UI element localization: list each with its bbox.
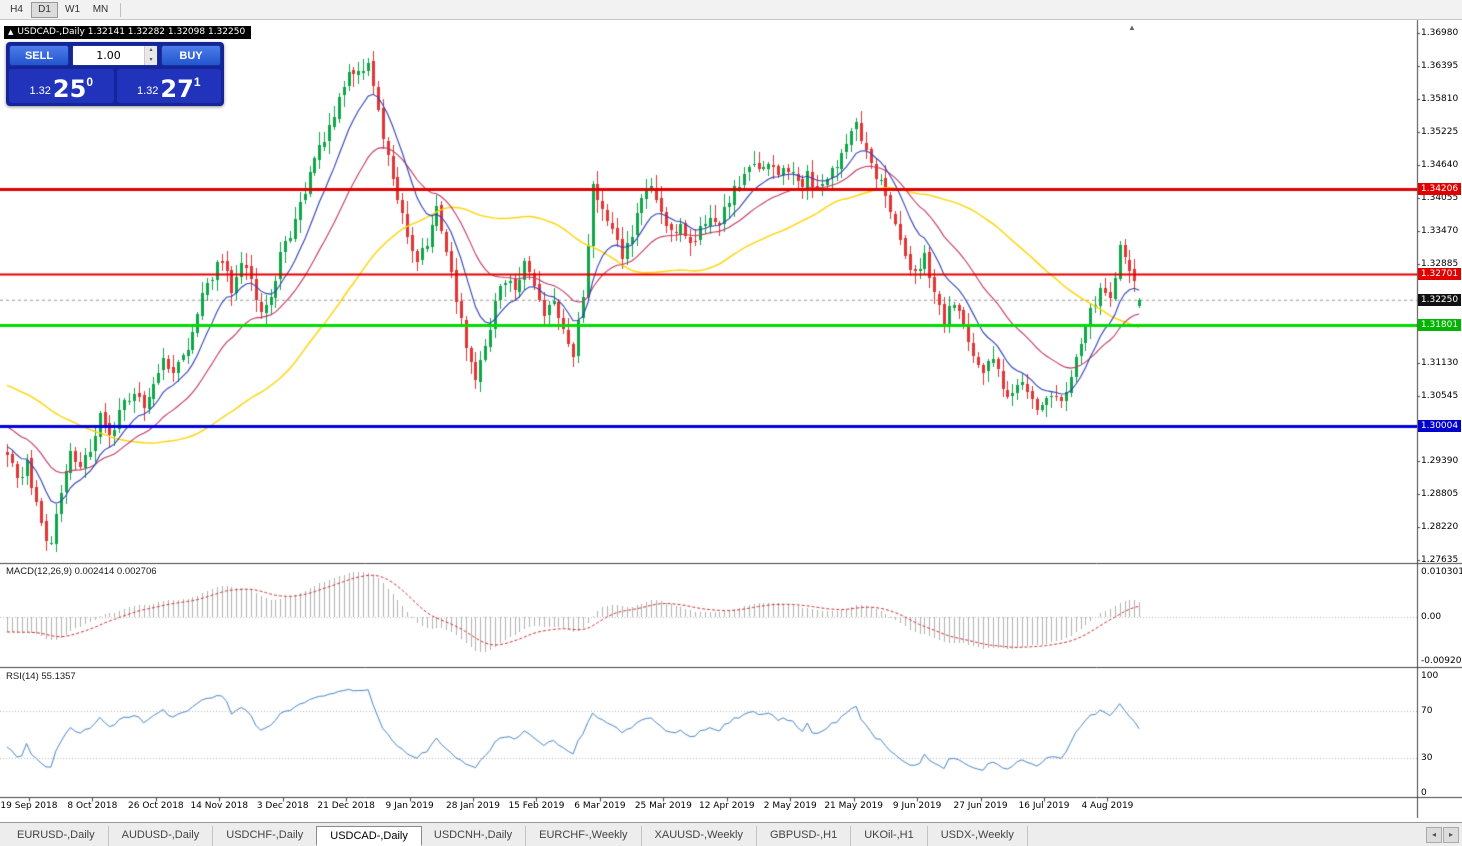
price-axis-label: 1.35810 [1421, 93, 1459, 104]
current-price-badge: 1.32250 [1418, 293, 1461, 306]
date-label: 15 Feb 2019 [508, 801, 565, 811]
date-label: 3 Dec 2018 [256, 801, 309, 811]
buy-price-display[interactable]: 1.32 27 1 [116, 69, 221, 103]
tab-eurusd-daily[interactable]: EURUSD-,Daily [4, 826, 109, 846]
volume-decrease-button[interactable]: ▾ [144, 55, 157, 65]
rsi-axis-label: 30 [1421, 752, 1433, 763]
tab-xauusd-weekly[interactable]: XAUUSD-,Weekly [642, 826, 757, 846]
date-label: 21 Dec 2018 [317, 801, 375, 811]
rsi-axis-label: 0 [1421, 788, 1427, 798]
price-axis-label: 1.35225 [1421, 126, 1459, 137]
timeframe-button-d1[interactable]: D1 [31, 1, 58, 18]
date-label: 25 Mar 2019 [634, 801, 692, 811]
macd-axis-label: -0.009203 [1421, 656, 1462, 666]
sell-price-display[interactable]: 1.32 25 0 [9, 69, 114, 103]
timeframe-button-w1[interactable]: W1 [65, 3, 80, 15]
date-label: 19 Sep 2018 [0, 801, 58, 811]
date-label: 12 Apr 2019 [698, 801, 755, 811]
chart-title-text: USDCAD-,Daily 1.32141 1.32282 1.32098 1.… [17, 27, 246, 37]
price-axis-label: 1.32885 [1421, 258, 1459, 269]
top-toolbar: H4 D1 W1 MN [0, 0, 1462, 20]
volume-increase-button[interactable]: ▴ [144, 46, 157, 56]
tab-gbpusd-h1[interactable]: GBPUSD-,H1 [757, 826, 852, 846]
tab-usdcnh-daily[interactable]: USDCNH-,Daily [421, 826, 527, 846]
tabbar-scroll-left-button[interactable]: ◂ [1426, 827, 1442, 843]
date-label: 9 Jan 2019 [385, 801, 434, 811]
date-label: 2 May 2019 [763, 801, 817, 811]
psych-level-badge: 1.30004 [1418, 420, 1461, 433]
date-label: 4 Aug 2019 [1081, 801, 1134, 811]
sell-price-big: 25 [52, 75, 87, 103]
price-axis-label: 1.29390 [1421, 456, 1459, 467]
date-label: 26 Oct 2018 [128, 801, 184, 811]
sell-button[interactable]: SELL [9, 45, 69, 66]
date-label: 8 Oct 2018 [67, 801, 118, 811]
price-axis-label: 1.28220 [1421, 522, 1459, 532]
tab-usdx-weekly[interactable]: USDX-,Weekly [928, 826, 1028, 846]
price-axis-label: 1.36395 [1421, 60, 1459, 71]
price-axis-label: 1.34055 [1421, 192, 1459, 203]
price-axis-label: 1.33470 [1421, 225, 1459, 236]
date-label: 16 Jul 2019 [1018, 801, 1070, 811]
buy-price-big: 27 [160, 75, 194, 103]
volume-field: ▴ ▾ [72, 45, 158, 66]
macd-axis-label: 0.010301 [1421, 567, 1462, 577]
date-label: 28 Jan 2019 [446, 801, 501, 811]
tabbar-scroll: ◂ ▸ [1426, 827, 1459, 843]
macd-label: MACD(12,26,9) 0.002414 0.002706 [4, 566, 159, 577]
tab-eurchf-weekly[interactable]: EURCHF-,Weekly [526, 826, 642, 846]
symbol-tabbar: EURUSD-,Daily AUDUSD-,Daily USDCHF-,Daily U… [0, 822, 1462, 846]
rsi-axis-label: 100 [1421, 671, 1439, 681]
macd-axis-label: 0.00 [1421, 612, 1442, 622]
tab-ukoil-h1[interactable]: UKOil-,H1 [851, 826, 928, 846]
rsi-label: RSI(14) 55.1357 [4, 671, 78, 682]
chart-title-bar: ▲ USDCAD-,Daily 1.32141 1.32282 1.32098 1… [4, 26, 252, 39]
date-label: 21 May 2019 [824, 801, 884, 811]
tab-audusd-daily[interactable]: AUDUSD-,Daily [109, 826, 214, 846]
date-label: 9 Jun 2019 [892, 801, 942, 811]
sell-price-sup: 0 [86, 75, 93, 89]
tabbar-scroll-right-button[interactable]: ▸ [1443, 827, 1459, 843]
resistance-line-badge-1: 1.34206 [1418, 183, 1461, 196]
timeframe-button-h4[interactable]: H4 [10, 3, 23, 15]
price-axis-label: 1.36980 [1421, 28, 1459, 38]
price-axis-label: 1.34640 [1421, 159, 1459, 170]
tab-usdchf-daily[interactable]: USDCHF-,Daily [213, 826, 318, 846]
date-label: 6 Mar 2019 [574, 801, 626, 811]
timeframe-button-mn[interactable]: MN [92, 3, 109, 15]
volume-input[interactable] [73, 46, 144, 65]
rsi-axis-label: 70 [1421, 706, 1433, 717]
price-axis-label: 1.30545 [1421, 390, 1459, 401]
date-label: 27 Jun 2019 [953, 801, 1008, 811]
resistance-line-badge-2: 1.32701 [1418, 268, 1461, 281]
tab-usdcad-daily[interactable]: USDCAD-,Daily [316, 826, 422, 846]
toolbar-separator [120, 2, 121, 17]
price-axis-label: 1.31130 [1421, 357, 1459, 368]
sell-price-small: 1.32 [29, 85, 51, 97]
price-axis-label: 1.28805 [1421, 489, 1459, 500]
collapse-trade-panel-icon[interactable]: ▲ [8, 28, 14, 36]
price-axis-label: 1.27635 [1421, 555, 1459, 565]
support-line-badge: 1.31801 [1418, 319, 1461, 332]
buy-button[interactable]: BUY [161, 45, 221, 66]
date-label: 14 Nov 2018 [190, 801, 249, 811]
buy-price-sup: 1 [193, 75, 201, 89]
chart-shift-marker[interactable]: ▲ [1128, 23, 1136, 32]
buy-price-small: 1.32 [136, 85, 159, 97]
